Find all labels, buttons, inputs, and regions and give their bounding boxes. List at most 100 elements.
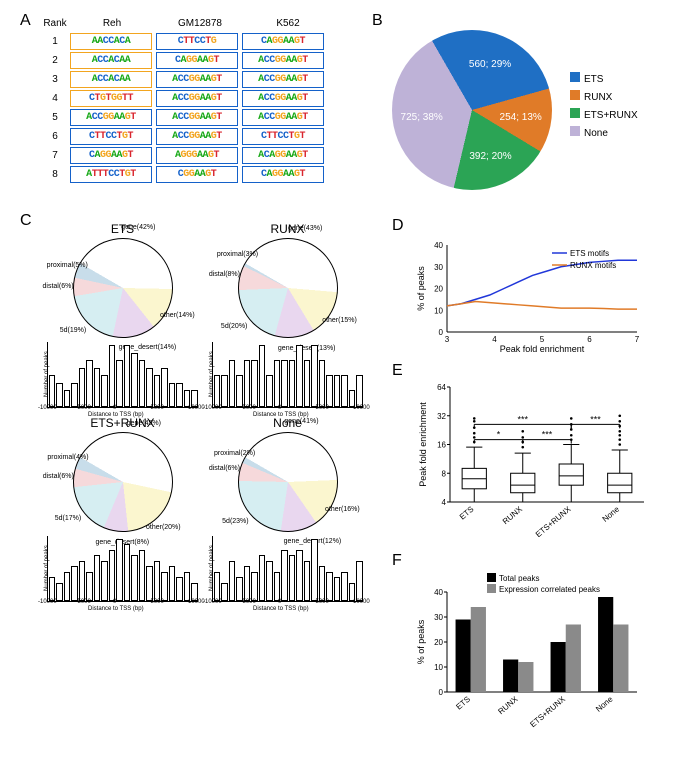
header-rank: Rank xyxy=(40,18,70,29)
motif-logo: ACCACAA xyxy=(70,71,152,88)
region-label: distal(6%) xyxy=(209,465,240,472)
hist-bar xyxy=(334,577,341,601)
region-label: distal(6%) xyxy=(43,283,74,290)
region-label: 5d(17%) xyxy=(55,515,81,522)
svg-text:ETS+RUNX: ETS+RUNX xyxy=(534,504,573,537)
hist-bar xyxy=(244,566,251,601)
hist-bar xyxy=(79,561,86,601)
motif-logo: ATTTCCTGT xyxy=(70,166,152,183)
region-label: other(16%) xyxy=(325,506,360,513)
hist-bar xyxy=(176,577,183,601)
motif-logo: CTTCCTG xyxy=(156,33,238,50)
hist-bar xyxy=(109,550,116,601)
motif-row: 7CAGGAAGTAGGGAAGTACAGGAAGT xyxy=(40,147,340,164)
hist-xtick: 10000 xyxy=(353,599,370,605)
hist-bar xyxy=(281,550,288,601)
motif-row: 3ACCACAAACCGGAAGTACCGGAAGT xyxy=(40,71,340,88)
svg-text:Expression correlated peaks: Expression correlated peaks xyxy=(499,585,600,594)
motif-logo: AACCACA xyxy=(70,33,152,50)
label-f: F xyxy=(392,552,402,570)
hist-bar xyxy=(176,383,183,408)
hist-bar xyxy=(236,375,243,407)
hist-bar xyxy=(356,561,363,601)
hist-bar xyxy=(229,561,236,601)
legend-text: ETS xyxy=(584,74,603,85)
region-label: distal(8%) xyxy=(209,271,240,278)
legend-item: ETS+RUNX xyxy=(570,108,638,122)
svg-text:40: 40 xyxy=(434,241,443,250)
hist-bar xyxy=(124,345,131,407)
region-pie: gene(45%)other(20%)gene_desert(8%)5d(17%… xyxy=(73,432,173,532)
motif-logo: ACCACAA xyxy=(70,52,152,69)
rank-cell: 1 xyxy=(40,36,70,47)
hist-bar xyxy=(101,561,108,601)
motif-logo: ACCGGAAGT xyxy=(156,128,238,145)
hist-bar xyxy=(289,360,296,407)
hist-bar xyxy=(109,345,116,407)
region-label: proximal(4%) xyxy=(47,454,88,461)
legend-item: None xyxy=(570,126,638,140)
hist-bar xyxy=(94,555,101,601)
hist-bar xyxy=(326,375,333,407)
pie-slice-label: 560; 29% xyxy=(469,59,511,70)
hist-ylabel: Number of peaks xyxy=(44,351,50,397)
hist-bar xyxy=(251,360,258,407)
svg-text:6: 6 xyxy=(587,335,592,344)
hist-xtick: 5000 xyxy=(316,405,329,411)
hist-bar xyxy=(131,555,138,601)
region-label: gene(41%) xyxy=(284,418,318,425)
hist-bar xyxy=(229,360,236,407)
motif-logo: ACCGGAAGT xyxy=(242,52,324,69)
region-pie: gene(42%)other(14%)gene_desert(14%)5d(19… xyxy=(73,238,173,338)
svg-text:None: None xyxy=(601,504,622,524)
motif-logo: ACCGGAAGT xyxy=(156,109,238,126)
panel-f: 010203040% of peaksETSRUNXETS+RUNXNoneTo… xyxy=(412,567,642,732)
hist-bar xyxy=(101,375,108,407)
hist-bar xyxy=(289,555,296,601)
panel-c-group: ETS+RUNXgene(45%)other(20%)gene_desert(8… xyxy=(40,416,205,602)
svg-text:32: 32 xyxy=(437,412,446,421)
hist-bar xyxy=(79,368,86,408)
hist-xtick: 10000 xyxy=(353,405,370,411)
hist-bar xyxy=(131,353,138,408)
panel-c-group: RUNXgene(43%)other(15%)gene_desert(13%)5… xyxy=(205,222,370,408)
hist-xlabel: Distance to TSS (bp) xyxy=(253,606,309,612)
label-e: E xyxy=(392,362,403,380)
hist-bar xyxy=(146,566,153,601)
svg-text:4: 4 xyxy=(442,498,447,507)
hist-bar xyxy=(86,360,93,407)
rank-cell: 8 xyxy=(40,169,70,180)
hist-bar xyxy=(184,572,191,601)
hist-xtick: 5000 xyxy=(151,599,164,605)
svg-text:ETS: ETS xyxy=(458,505,476,522)
hist-bar xyxy=(139,360,146,407)
region-label: proximal(5%) xyxy=(47,262,88,269)
motif-logo: ACCGGAAGT xyxy=(156,90,238,107)
motif-logo: CAGGAAGT xyxy=(242,33,324,50)
region-label: 5d(19%) xyxy=(60,327,86,334)
motif-row: 6CTTCCTGTACCGGAAGTCTTCCTGT xyxy=(40,128,340,145)
hist-bar xyxy=(64,390,71,407)
svg-text:% of peaks: % of peaks xyxy=(416,619,426,664)
hist-bar xyxy=(274,360,281,407)
hist-xtick: -5000 xyxy=(76,599,91,605)
hist-bar xyxy=(244,360,251,407)
pie-slice-label: 254; 13% xyxy=(500,112,542,123)
svg-text:3: 3 xyxy=(445,335,450,344)
hist-bar xyxy=(124,544,131,601)
hist-bar xyxy=(274,572,281,601)
figure: A B C D E F Rank Reh GM12878 K562 1AACCA… xyxy=(12,12,672,772)
svg-text:10: 10 xyxy=(434,663,443,672)
hist-xlabel: Distance to TSS (bp) xyxy=(88,606,144,612)
svg-text:20: 20 xyxy=(434,638,443,647)
region-label: other(15%) xyxy=(322,317,357,324)
panel-b-legend: ETSRUNXETS+RUNXNone xyxy=(570,72,638,144)
svg-text:RUNX: RUNX xyxy=(496,694,520,716)
tss-histogram: Number of peaksDistance to TSS (bp)-1000… xyxy=(47,536,198,602)
rank-cell: 7 xyxy=(40,150,70,161)
hist-bar xyxy=(281,360,288,407)
region-label: proximal(3%) xyxy=(217,251,258,258)
hist-bar xyxy=(139,550,146,601)
hist-bar xyxy=(56,383,63,408)
hist-bar xyxy=(296,345,303,407)
